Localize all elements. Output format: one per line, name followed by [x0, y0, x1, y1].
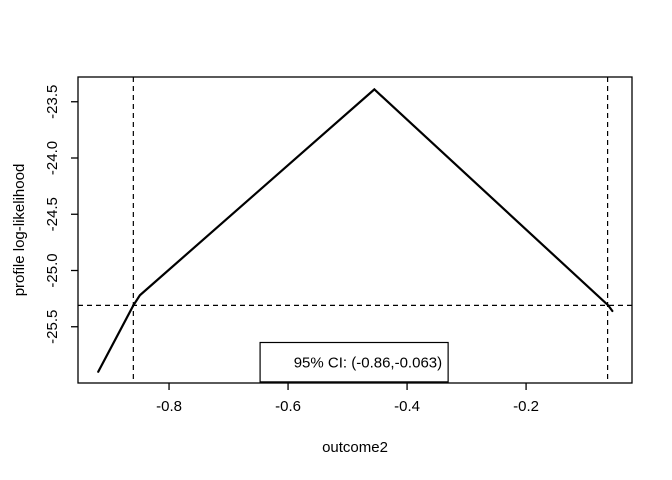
- plot-border: [77, 76, 633, 384]
- y-tick-label: -23.5: [44, 85, 61, 119]
- y-tick-label: -25.5: [44, 310, 61, 344]
- profile-log-likelihood-curve: [97, 87, 614, 373]
- x-tick-label: -0.6: [275, 398, 301, 415]
- y-tick-label: -24.5: [44, 197, 61, 231]
- x-axis-label: outcome2: [322, 439, 388, 456]
- ci-annotation-box: [259, 341, 449, 383]
- y-tick-label: -24.0: [44, 141, 61, 175]
- y-axis-label: profile log-likelihood: [11, 164, 28, 297]
- y-tick-label: -25.0: [44, 253, 61, 287]
- x-tick-label: -0.8: [156, 398, 182, 415]
- x-tick-label: -0.4: [394, 398, 420, 415]
- ci-annotation-text: 95% CI: (-0.86,-0.063): [294, 355, 442, 372]
- x-tick-label: -0.2: [513, 398, 539, 415]
- plot-render-layer: -0.8 -0.6 -0.4 -0.2 -23.5 -24.0 -24.5 -25.0 -25.…: [44, 76, 633, 415]
